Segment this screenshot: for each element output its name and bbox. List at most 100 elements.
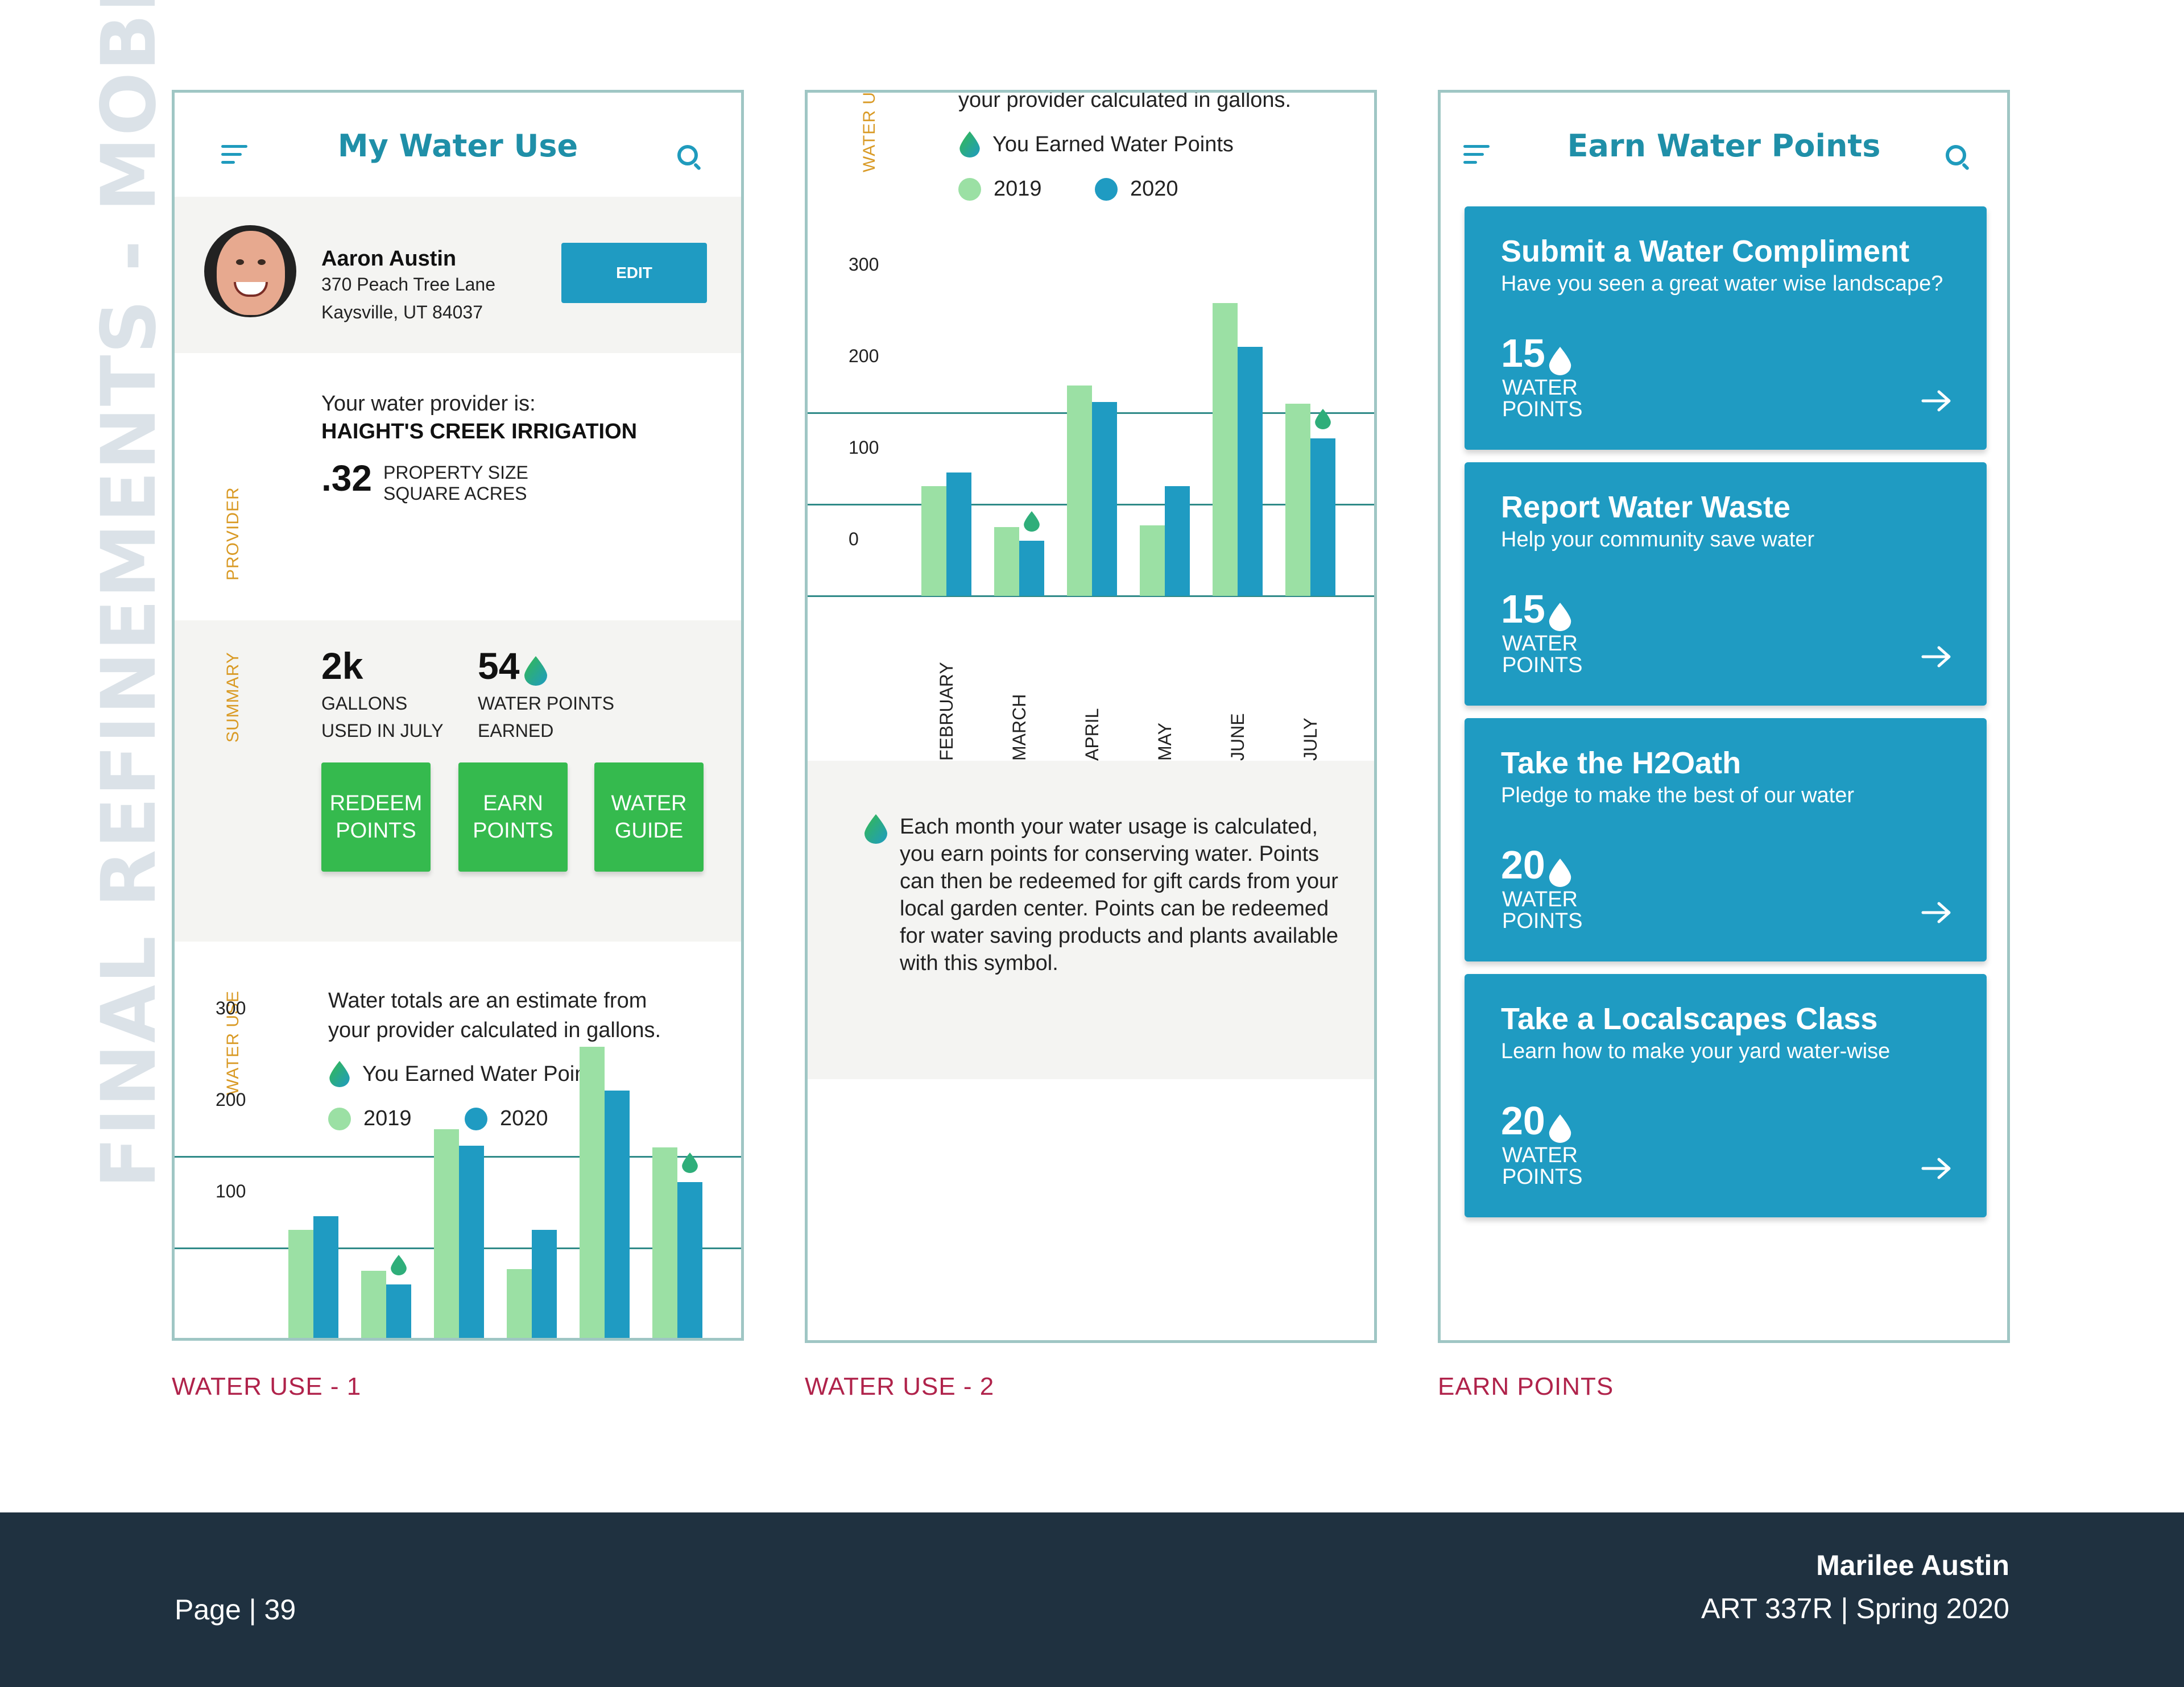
card-points: 20 bbox=[1501, 842, 1571, 888]
water-guide-button[interactable]: WATER GUIDE bbox=[594, 762, 704, 872]
menu-icon[interactable] bbox=[1463, 145, 1490, 168]
redeem-points-button[interactable]: REDEEM POINTS bbox=[321, 762, 431, 872]
caption-water-use-1: WATER USE - 1 bbox=[172, 1373, 362, 1400]
card-subtitle: Pledge to make the best of our water bbox=[1501, 784, 1855, 807]
arrow-right-icon[interactable] bbox=[1921, 1156, 1953, 1181]
bar-2020-april bbox=[1092, 401, 1117, 596]
bar-2019-march bbox=[361, 1271, 386, 1338]
water-drop-icon bbox=[863, 814, 888, 844]
y-tick-label: 100 bbox=[849, 437, 879, 458]
x-tick-label: JULY bbox=[1300, 718, 1321, 761]
earn-points-button[interactable]: EARN POINTS bbox=[458, 762, 568, 872]
gridline bbox=[808, 595, 1374, 597]
app-title: My Water Use bbox=[337, 128, 578, 164]
points-info-text: Each month your water usage is calculate… bbox=[900, 815, 1339, 975]
points-sublabel: EARNED bbox=[478, 720, 554, 741]
water-drop-icon bbox=[524, 651, 548, 686]
card-points-label: WATER POINTS bbox=[1502, 888, 1583, 933]
edit-button[interactable]: EDIT bbox=[561, 243, 707, 303]
card-points-label: WATER POINTS bbox=[1502, 632, 1583, 677]
bar-2020-july bbox=[1310, 438, 1335, 596]
avatar bbox=[204, 225, 296, 317]
earned-points-drop-icon bbox=[1315, 409, 1331, 430]
screen-water-use-1: My Water Use Aaron Austin 370 Peach Tree… bbox=[172, 90, 744, 1341]
arrow-right-icon[interactable] bbox=[1921, 388, 1953, 413]
water-use-chart-2: 0 100 200 300 FEBRUARY MARCH APRIL MAY JUNE JULY bbox=[808, 93, 1374, 761]
earned-points-legend: You Earned Water Points bbox=[958, 131, 1234, 157]
bar-2019-july bbox=[1285, 403, 1310, 596]
menu-icon[interactable] bbox=[221, 145, 247, 168]
course-info: ART 337R | Spring 2020 bbox=[1701, 1593, 2009, 1624]
y-tick-label: 100 bbox=[216, 1181, 246, 1202]
arrow-right-icon[interactable] bbox=[1921, 900, 1953, 925]
y-tick-label: 300 bbox=[216, 998, 246, 1019]
x-tick-label: JUNE bbox=[1227, 713, 1248, 761]
bar-2019-may bbox=[1140, 525, 1165, 596]
app-header: Earn Water Points bbox=[1441, 93, 2007, 197]
caption-earn-points: EARN POINTS bbox=[1438, 1373, 1614, 1400]
profile-address-line1: 370 Peach Tree Lane bbox=[321, 274, 496, 295]
summary-section: SUMMARY 2k GALLONS USED IN JULY 54 WATER… bbox=[175, 620, 741, 942]
search-icon[interactable] bbox=[677, 145, 702, 171]
y-tick-label: 0 bbox=[849, 529, 859, 550]
earn-card[interactable]: Submit a Water Compliment Have you seen a… bbox=[1465, 206, 1987, 450]
bar-2020-june bbox=[1238, 347, 1263, 596]
side-title: FINAL REFINEMENTS - MOBILE bbox=[85, 0, 173, 1188]
arrow-right-icon[interactable] bbox=[1921, 644, 1953, 669]
bar-2020-february bbox=[313, 1216, 338, 1338]
card-subtitle: Learn how to make your yard water-wise bbox=[1501, 1039, 1891, 1063]
page-number: Page | 39 bbox=[175, 1594, 296, 1626]
earn-card[interactable]: Report Water Waste Help your community sa… bbox=[1465, 462, 1987, 706]
legend-2019: 2019 bbox=[328, 1106, 412, 1131]
screen-water-use-2: WATER USE your provider calculated in ga… bbox=[805, 90, 1377, 1343]
profile-name: Aaron Austin bbox=[321, 247, 457, 271]
y-tick-label: 200 bbox=[216, 1089, 246, 1110]
property-size-label: PROPERTY SIZE bbox=[383, 462, 528, 483]
caption-water-use-2: WATER USE - 2 bbox=[805, 1373, 995, 1400]
author-name: Marilee Austin bbox=[1816, 1549, 2009, 1581]
search-icon[interactable] bbox=[1946, 145, 1971, 171]
gridline bbox=[175, 1339, 741, 1341]
water-drop-icon bbox=[328, 1061, 351, 1087]
water-drop-icon bbox=[1549, 851, 1571, 887]
water-use-intro: your provider calculated in gallons. bbox=[958, 90, 1292, 112]
bar-2019-july bbox=[652, 1147, 677, 1338]
earned-points-legend: You Earned Water Points bbox=[328, 1061, 603, 1087]
y-tick-label: 200 bbox=[849, 346, 879, 367]
x-tick-label: APRIL bbox=[1082, 708, 1102, 761]
bar-2019-june bbox=[580, 1046, 605, 1338]
bar-2019-march bbox=[994, 527, 1019, 596]
card-title: Take the H2Oath bbox=[1501, 746, 1742, 780]
bar-2020-july bbox=[677, 1182, 702, 1338]
app-header: My Water Use bbox=[175, 93, 741, 197]
earn-card[interactable]: Take the H2Oath Pledge to make the best o… bbox=[1465, 718, 1987, 961]
water-drop-icon bbox=[1549, 339, 1571, 375]
bar-2019-may bbox=[507, 1269, 532, 1338]
water-drop-icon bbox=[1549, 595, 1571, 631]
screen-earn-points: Earn Water Points Submit a Water Complim… bbox=[1438, 90, 2010, 1343]
water-use-intro: Water totals are an estimate from your p… bbox=[328, 989, 661, 1042]
card-title: Submit a Water Compliment bbox=[1501, 234, 1910, 268]
x-tick-label: FEBRUARY bbox=[936, 662, 957, 761]
legend-2020: 2020 bbox=[465, 1106, 548, 1131]
bar-2019-april bbox=[1067, 385, 1092, 596]
property-size-unit: SQUARE ACRES bbox=[383, 483, 527, 504]
water-drop-icon bbox=[1549, 1106, 1571, 1143]
gallons-value: 2k bbox=[321, 645, 363, 687]
info-panel: Each month your water usage is calculate… bbox=[808, 761, 1374, 1079]
earned-points-drop-icon bbox=[682, 1153, 698, 1174]
card-points-label: WATER POINTS bbox=[1502, 1143, 1583, 1189]
earned-points-drop-icon bbox=[1024, 511, 1040, 532]
bar-2020-june bbox=[605, 1091, 630, 1338]
card-points: 15 bbox=[1501, 586, 1571, 632]
card-title: Report Water Waste bbox=[1501, 490, 1791, 524]
gallons-sublabel: USED IN JULY bbox=[321, 720, 444, 741]
bar-2019-february bbox=[921, 486, 946, 596]
profile-card: Aaron Austin 370 Peach Tree Lane Kaysvil… bbox=[175, 197, 741, 353]
bar-2020-may bbox=[1165, 486, 1190, 596]
earn-card[interactable]: Take a Localscapes Class Learn how to mak… bbox=[1465, 974, 1987, 1217]
points-label: WATER POINTS bbox=[478, 693, 614, 714]
card-points: 20 bbox=[1501, 1098, 1571, 1143]
bar-2020-february bbox=[946, 472, 971, 596]
bar-2020-march bbox=[1019, 541, 1044, 596]
